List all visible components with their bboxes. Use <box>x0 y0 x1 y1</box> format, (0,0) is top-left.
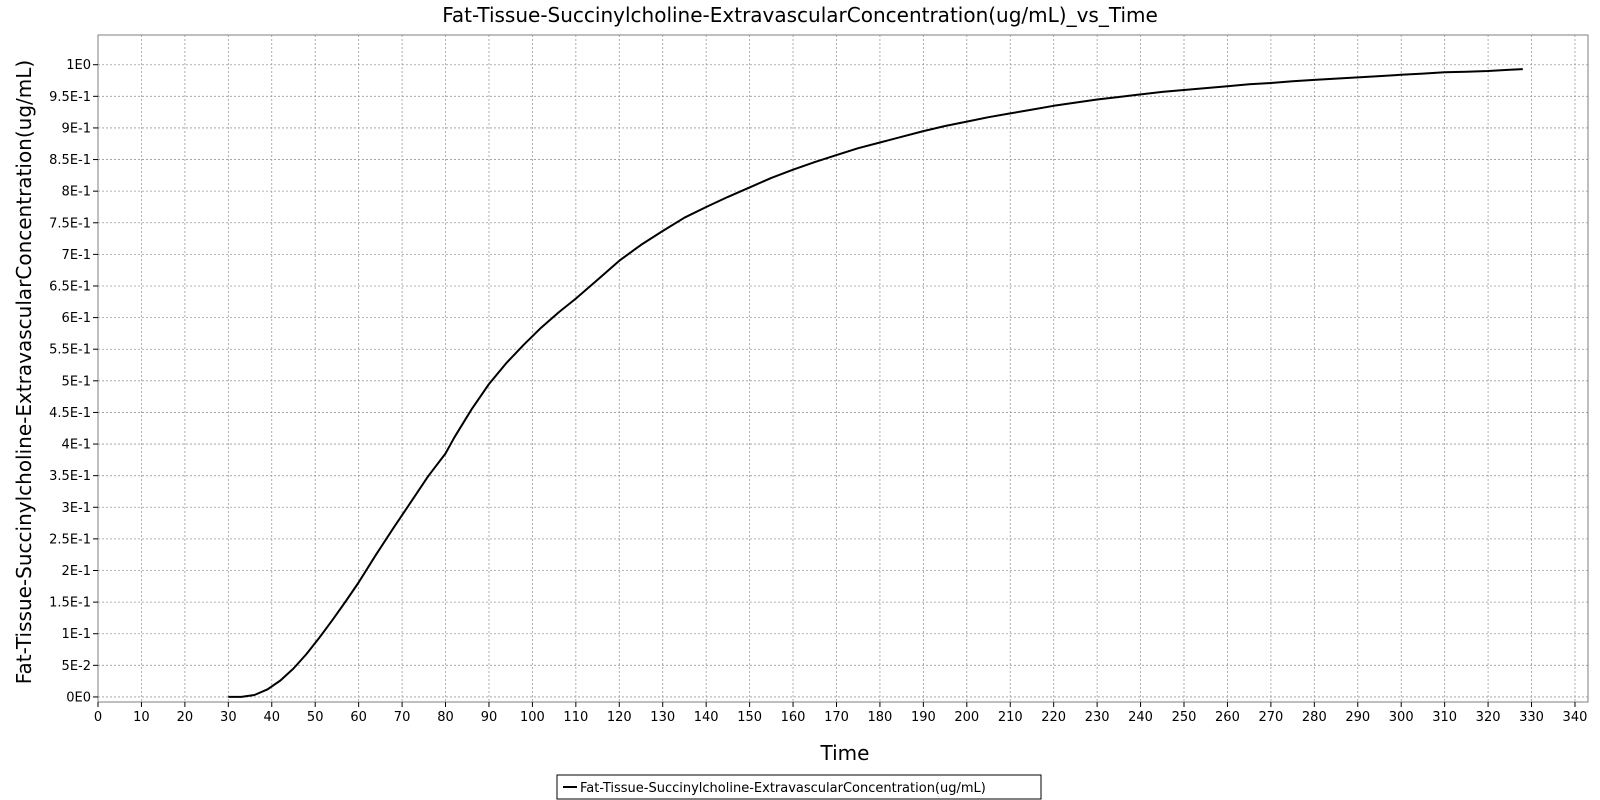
y-tick-label: 1E-1 <box>62 627 91 642</box>
y-tick-label: 9.5E-1 <box>49 90 91 105</box>
chart-title: Fat-Tissue-Succinylcholine-Extravascular… <box>442 3 1158 27</box>
y-tick-label: 8.5E-1 <box>49 153 91 168</box>
y-tick-label: 6.5E-1 <box>49 279 91 294</box>
y-tick-label: 6E-1 <box>62 311 91 326</box>
x-tick-label: 40 <box>263 710 280 725</box>
x-tick-label: 290 <box>1345 710 1370 725</box>
x-tick-label: 260 <box>1215 710 1240 725</box>
x-tick-label: 200 <box>954 710 979 725</box>
x-tick-label: 210 <box>998 710 1023 725</box>
legend: Fat-Tissue-Succinylcholine-Extravascular… <box>556 774 1042 800</box>
x-tick-label: 80 <box>437 710 454 725</box>
x-tick-label: 220 <box>1041 710 1066 725</box>
x-tick-label: 100 <box>520 710 545 725</box>
x-tick-label: 10 <box>133 710 150 725</box>
x-tick-label: 300 <box>1389 710 1414 725</box>
x-tick-label: 330 <box>1519 710 1544 725</box>
x-tick-label: 20 <box>177 710 194 725</box>
y-tick-label: 3E-1 <box>62 501 91 516</box>
x-tick-label: 240 <box>1128 710 1153 725</box>
x-tick-label: 150 <box>737 710 762 725</box>
x-tick-label: 70 <box>394 710 411 725</box>
y-tick-label: 1.5E-1 <box>49 596 91 611</box>
x-tick-label: 60 <box>350 710 367 725</box>
x-axis-label: Time <box>820 741 870 765</box>
y-tick-label: 7E-1 <box>62 248 91 263</box>
x-tick-label: 140 <box>694 710 719 725</box>
x-tick-label: 320 <box>1476 710 1501 725</box>
y-axis-label: Fat-Tissue-Succinylcholine-Extravascular… <box>12 60 36 684</box>
x-tick-label: 170 <box>824 710 849 725</box>
y-tick-label: 4.5E-1 <box>49 406 91 421</box>
y-tick-label: 7.5E-1 <box>49 216 91 231</box>
x-tick-label: 230 <box>1085 710 1110 725</box>
x-axis: 0 10 20 30 40 50 60 70 80 90 100 110 120 130 140 150 160… <box>94 702 1588 725</box>
y-tick-label: 0E0 <box>66 690 91 705</box>
x-tick-label: 110 <box>563 710 588 725</box>
y-tick-label: 2E-1 <box>62 564 91 579</box>
x-tick-label: 270 <box>1258 710 1283 725</box>
y-tick-label: 3.5E-1 <box>49 469 91 484</box>
y-tick-label: 5E-1 <box>62 374 91 389</box>
x-tick-label: 50 <box>307 710 324 725</box>
y-tick-label: 4E-1 <box>62 438 91 453</box>
y-tick-label: 1E0 <box>66 58 91 73</box>
y-tick-label: 9E-1 <box>62 121 91 136</box>
y-tick-label: 8E-1 <box>62 185 91 200</box>
x-tick-label: 180 <box>868 710 893 725</box>
x-tick-label: 310 <box>1432 710 1457 725</box>
y-tick-label: 5.5E-1 <box>49 343 91 358</box>
x-tick-label: 190 <box>911 710 936 725</box>
y-axis: 0E0 5E-2 1E-1 1.5E-1 2E-1 2.5E-1 3E-1 3.5E-1 4E-… <box>49 58 98 705</box>
legend-box <box>556 774 1042 800</box>
grid <box>97 35 1588 702</box>
x-tick-label: 90 <box>481 710 498 725</box>
legend-entry-label: Fat-Tissue-Succinylcholine-Extravascular… <box>580 781 986 796</box>
plot-area <box>97 34 1589 703</box>
x-tick-label: 280 <box>1302 710 1327 725</box>
series-layer <box>228 68 1523 698</box>
y-tick-label: 5E-2 <box>62 659 91 674</box>
x-tick-label: 130 <box>650 710 675 725</box>
x-tick-label: 340 <box>1563 710 1588 725</box>
x-tick-label: 120 <box>607 710 632 725</box>
x-tick-label: 30 <box>220 710 237 725</box>
x-tick-label: 160 <box>781 710 806 725</box>
x-tick-label: 0 <box>94 710 102 725</box>
y-tick-label: 2.5E-1 <box>49 532 91 547</box>
series-line <box>228 68 1523 698</box>
x-tick-label: 250 <box>1172 710 1197 725</box>
